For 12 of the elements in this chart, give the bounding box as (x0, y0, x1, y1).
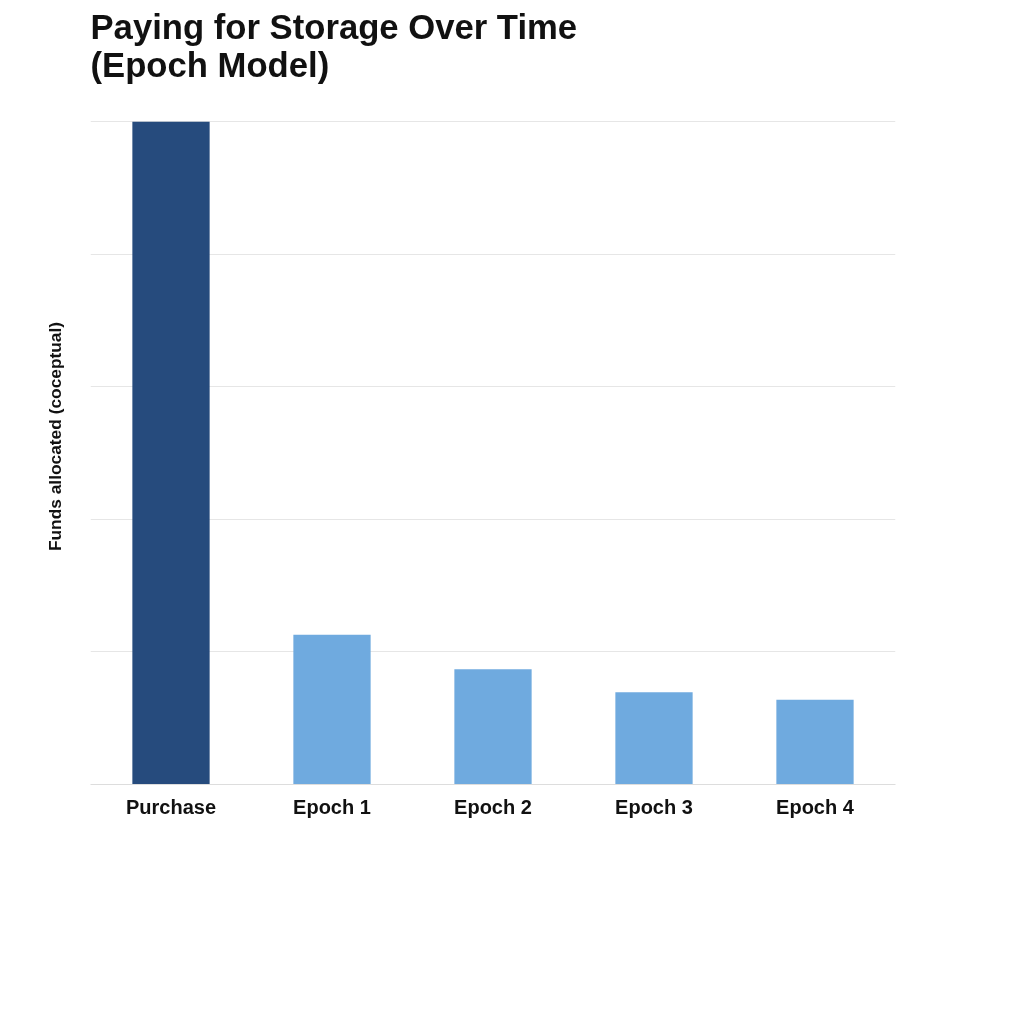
x-tick-label: Epoch 2 (454, 795, 532, 818)
bar (615, 692, 693, 785)
chart-title: Paying for Storage Over Time (Epoch Model) (90, 7, 578, 84)
bar (776, 699, 854, 785)
x-tick-label: Purchase (125, 795, 217, 818)
bar (293, 634, 371, 785)
bar (132, 121, 210, 785)
y-axis-title: Funds allocated (coceptual) (44, 321, 65, 552)
x-tick-label: Epoch 3 (615, 795, 693, 818)
x-tick-label: Epoch 4 (776, 795, 855, 818)
bar (454, 669, 532, 785)
x-tick-label: Epoch 1 (293, 795, 371, 818)
